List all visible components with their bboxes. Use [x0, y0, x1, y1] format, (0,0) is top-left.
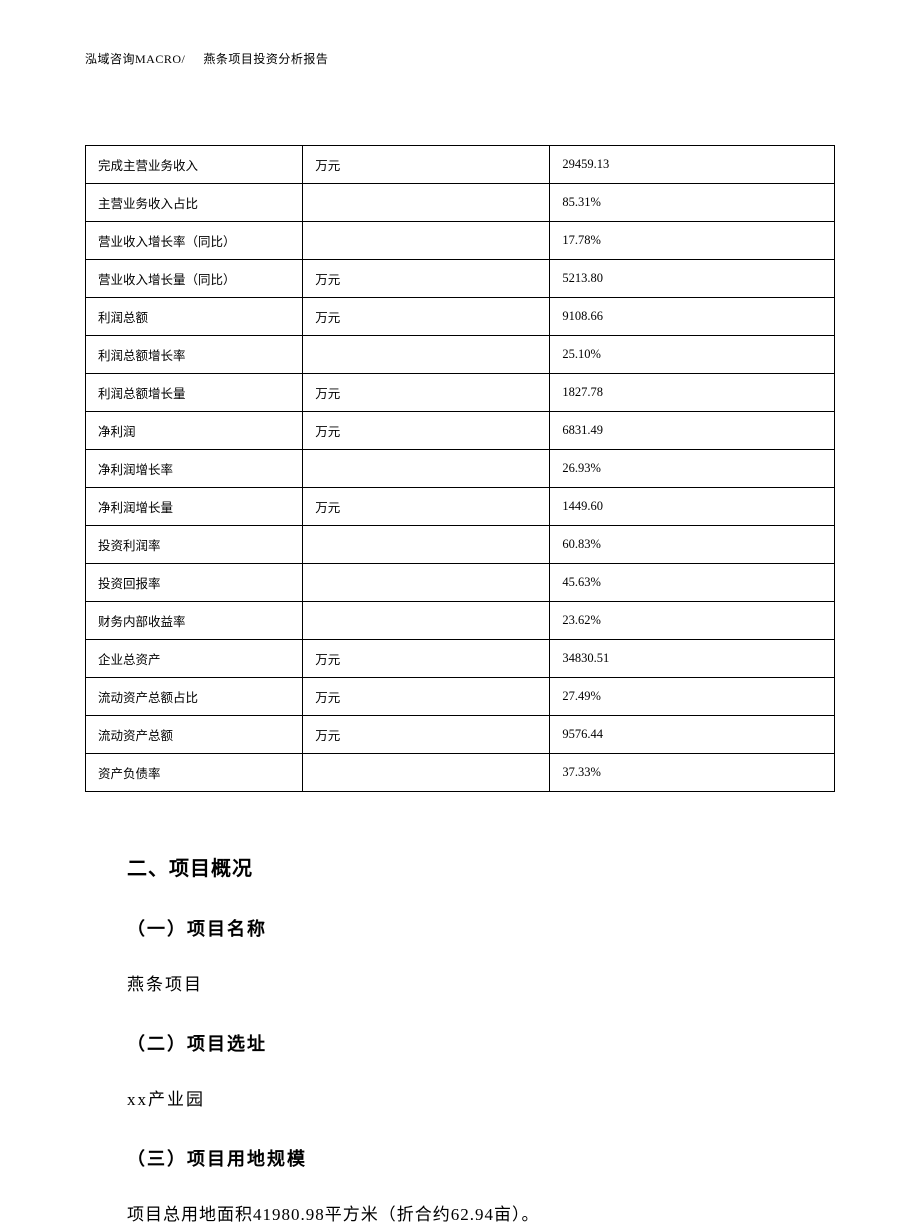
- cell-label: 资产负债率: [86, 754, 303, 792]
- cell-label: 流动资产总额: [86, 716, 303, 754]
- cell-unit: 万元: [303, 146, 550, 184]
- cell-label: 财务内部收益率: [86, 602, 303, 640]
- cell-value: 34830.51: [550, 640, 835, 678]
- cell-label: 净利润增长量: [86, 488, 303, 526]
- cell-unit: [303, 754, 550, 792]
- cell-label: 完成主营业务收入: [86, 146, 303, 184]
- cell-value: 9108.66: [550, 298, 835, 336]
- cell-value: 27.49%: [550, 678, 835, 716]
- table-row: 财务内部收益率 23.62%: [86, 602, 835, 640]
- cell-label: 净利润增长率: [86, 450, 303, 488]
- cell-label: 主营业务收入占比: [86, 184, 303, 222]
- cell-unit: 万元: [303, 374, 550, 412]
- cell-label: 营业收入增长率（同比）: [86, 222, 303, 260]
- cell-unit: 万元: [303, 716, 550, 754]
- table-row: 净利润增长率 26.93%: [86, 450, 835, 488]
- cell-value: 1449.60: [550, 488, 835, 526]
- table-row: 流动资产总额占比万元27.49%: [86, 678, 835, 716]
- cell-unit: 万元: [303, 298, 550, 336]
- cell-value: 85.31%: [550, 184, 835, 222]
- cell-label: 投资利润率: [86, 526, 303, 564]
- cell-label: 营业收入增长量（同比）: [86, 260, 303, 298]
- cell-value: 1827.78: [550, 374, 835, 412]
- body-project-name: 燕条项目: [127, 971, 835, 998]
- table-row: 主营业务收入占比 85.31%: [86, 184, 835, 222]
- table-row: 净利润万元6831.49: [86, 412, 835, 450]
- cell-label: 流动资产总额占比: [86, 678, 303, 716]
- cell-unit: [303, 602, 550, 640]
- cell-value: 6831.49: [550, 412, 835, 450]
- table-row: 营业收入增长量（同比）万元5213.80: [86, 260, 835, 298]
- cell-label: 利润总额增长率: [86, 336, 303, 374]
- cell-value: 37.33%: [550, 754, 835, 792]
- cell-unit: [303, 450, 550, 488]
- cell-unit: [303, 184, 550, 222]
- cell-value: 29459.13: [550, 146, 835, 184]
- cell-label: 企业总资产: [86, 640, 303, 678]
- table-row: 企业总资产万元34830.51: [86, 640, 835, 678]
- header-org: 泓域咨询MACRO/: [85, 52, 185, 66]
- body-project-landscale: 项目总用地面积41980.98平方米（折合约62.94亩）。: [127, 1201, 835, 1228]
- body-project-location: xx产业园: [127, 1086, 835, 1113]
- cell-unit: 万元: [303, 640, 550, 678]
- header-title: 燕条项目投资分析报告: [203, 52, 328, 66]
- cell-value: 5213.80: [550, 260, 835, 298]
- table-row: 净利润增长量万元1449.60: [86, 488, 835, 526]
- page-header: 泓域咨询MACRO/燕条项目投资分析报告: [85, 50, 835, 67]
- sub-heading-location: （二）项目选址: [127, 1030, 835, 1056]
- cell-unit: [303, 526, 550, 564]
- cell-unit: [303, 564, 550, 602]
- cell-label: 净利润: [86, 412, 303, 450]
- cell-value: 45.63%: [550, 564, 835, 602]
- cell-unit: [303, 336, 550, 374]
- cell-label: 投资回报率: [86, 564, 303, 602]
- table-row: 投资回报率 45.63%: [86, 564, 835, 602]
- financial-table: 完成主营业务收入万元29459.13主营业务收入占比85.31%营业收入增长率（…: [85, 145, 835, 792]
- table-row: 利润总额增长量万元1827.78: [86, 374, 835, 412]
- table-row: 投资利润率 60.83%: [86, 526, 835, 564]
- table-row: 完成主营业务收入万元29459.13: [86, 146, 835, 184]
- table-row: 营业收入增长率（同比） 17.78%: [86, 222, 835, 260]
- cell-unit: 万元: [303, 678, 550, 716]
- cell-value: 26.93%: [550, 450, 835, 488]
- sub-heading-landscale: （三）项目用地规模: [127, 1145, 835, 1171]
- table-row: 利润总额万元9108.66: [86, 298, 835, 336]
- cell-unit: [303, 222, 550, 260]
- cell-value: 23.62%: [550, 602, 835, 640]
- cell-value: 25.10%: [550, 336, 835, 374]
- cell-value: 60.83%: [550, 526, 835, 564]
- cell-label: 利润总额增长量: [86, 374, 303, 412]
- sub-heading-name: （一）项目名称: [127, 915, 835, 941]
- section-heading-overview: 二、项目概况: [127, 852, 835, 881]
- cell-unit: 万元: [303, 412, 550, 450]
- cell-value: 9576.44: [550, 716, 835, 754]
- cell-label: 利润总额: [86, 298, 303, 336]
- cell-unit: 万元: [303, 488, 550, 526]
- cell-value: 17.78%: [550, 222, 835, 260]
- table-row: 流动资产总额万元9576.44: [86, 716, 835, 754]
- table-row: 资产负债率 37.33%: [86, 754, 835, 792]
- cell-unit: 万元: [303, 260, 550, 298]
- table-row: 利润总额增长率 25.10%: [86, 336, 835, 374]
